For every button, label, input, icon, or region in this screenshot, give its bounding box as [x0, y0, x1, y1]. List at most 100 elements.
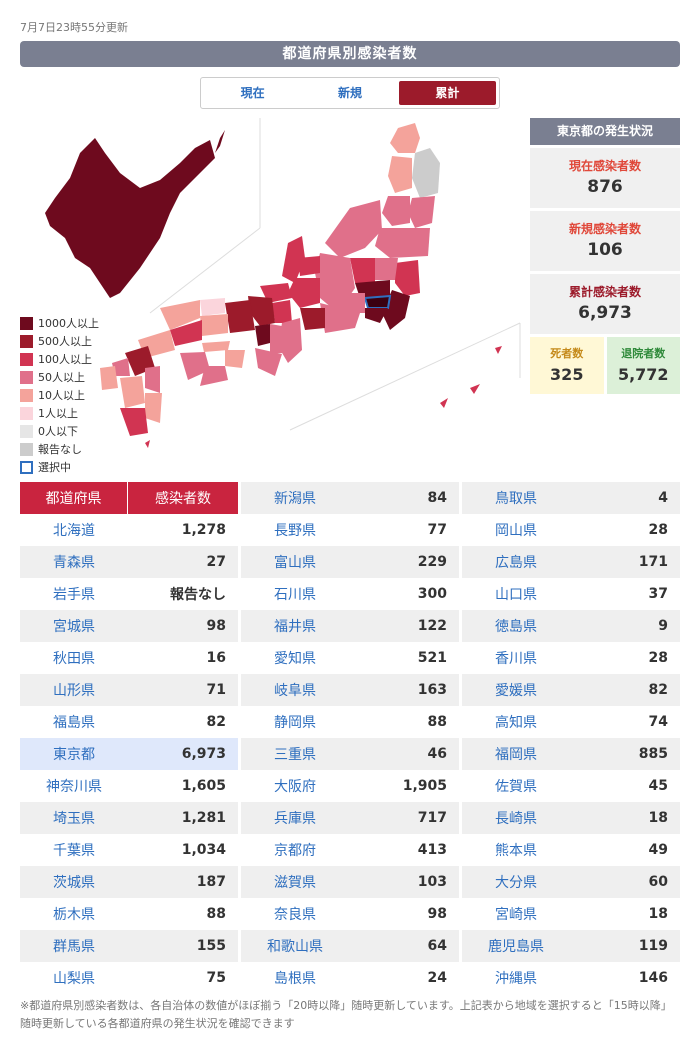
prefecture-link[interactable]: 滋賀県: [241, 866, 349, 898]
table-row: 青森県 27 富山県 229 広島県 171: [20, 546, 680, 578]
prefecture-link[interactable]: 青森県: [20, 546, 128, 578]
table-cell-group: 岐阜県 163: [241, 674, 459, 706]
map-miyazaki[interactable]: [145, 393, 162, 423]
map-aomori[interactable]: [390, 123, 420, 153]
map-kanagawa[interactable]: [365, 308, 388, 323]
map-gifu[interactable]: [288, 278, 320, 308]
map-okayama[interactable]: [200, 314, 228, 336]
table-cell-group: 東京都 6,973: [20, 738, 238, 770]
map-tokushima[interactable]: [225, 350, 245, 368]
prefecture-link[interactable]: 熊本県: [495, 843, 537, 859]
prefecture-link[interactable]: 鳥取県: [462, 482, 570, 514]
prefecture-link[interactable]: 福島県: [53, 715, 95, 731]
prefecture-link[interactable]: 徳島県: [462, 610, 570, 642]
tab-cumulative[interactable]: 累計: [398, 81, 496, 105]
prefecture-link[interactable]: 三重県: [241, 738, 349, 770]
map-ishikawa[interactable]: [282, 236, 305, 283]
prefecture-link[interactable]: 高知県: [495, 715, 537, 731]
prefecture-link[interactable]: 埼玉県: [20, 802, 128, 834]
prefecture-link[interactable]: 和歌山県: [241, 930, 349, 962]
prefecture-link[interactable]: 静岡県: [274, 715, 316, 731]
map-shizuoka[interactable]: [320, 303, 360, 333]
prefecture-link[interactable]: 富山県: [241, 546, 349, 578]
prefecture-link[interactable]: 大阪府: [274, 779, 316, 795]
prefecture-link[interactable]: 奈良県: [274, 907, 316, 923]
prefecture-link[interactable]: 東京都: [20, 738, 128, 770]
map-aichi[interactable]: [300, 308, 325, 330]
prefecture-link[interactable]: 愛媛県: [462, 674, 570, 706]
map-gunma[interactable]: [350, 258, 375, 283]
prefecture-link[interactable]: 長野県: [274, 523, 316, 539]
case-count: 122: [349, 610, 459, 642]
prefecture-link[interactable]: 兵庫県: [241, 802, 349, 834]
prefecture-link[interactable]: 佐賀県: [495, 779, 537, 795]
map-hokkaido[interactable]: [45, 138, 215, 298]
legend-item: 1000人以上: [20, 314, 99, 332]
prefecture-link[interactable]: 岡山県: [495, 523, 537, 539]
map-nagasaki[interactable]: [100, 366, 118, 390]
prefecture-link[interactable]: 山口県: [495, 587, 537, 603]
prefecture-link[interactable]: 秋田県: [53, 651, 95, 667]
prefecture-link[interactable]: 愛知県: [274, 651, 316, 667]
map-iwate[interactable]: [412, 148, 440, 198]
map-ehime[interactable]: [180, 352, 210, 380]
map-osaka[interactable]: [255, 324, 270, 346]
prefecture-link[interactable]: 島根県: [274, 971, 316, 987]
legend-label: 0人以下: [38, 425, 78, 438]
prefecture-link[interactable]: 千葉県: [53, 843, 95, 859]
prefecture-link[interactable]: 茨城県: [20, 866, 128, 898]
map-tokyo[interactable]: [363, 294, 392, 309]
map-saga[interactable]: [112, 358, 130, 376]
tab-new[interactable]: 新規: [337, 86, 362, 100]
prefecture-link[interactable]: 京都府: [274, 843, 316, 859]
japan-map[interactable]: [20, 118, 525, 478]
map-fukushima[interactable]: [375, 228, 430, 258]
map-oita[interactable]: [145, 366, 160, 393]
tab-current[interactable]: 現在: [240, 86, 265, 100]
map-mie[interactable]: [278, 318, 302, 363]
prefecture-link[interactable]: 大分県: [462, 866, 570, 898]
prefecture-link[interactable]: 栃木県: [53, 907, 95, 923]
case-count: 155: [128, 930, 238, 962]
map-kagawa[interactable]: [202, 341, 230, 352]
prefecture-link[interactable]: 山形県: [20, 674, 128, 706]
prefecture-link[interactable]: 沖縄県: [495, 971, 537, 987]
map-hiroshima[interactable]: [170, 320, 202, 346]
map-ibaraki[interactable]: [395, 260, 420, 296]
map-okinawa[interactable]: [440, 346, 502, 408]
map-akita[interactable]: [388, 156, 412, 193]
prefecture-link[interactable]: 神奈川県: [46, 779, 102, 795]
map-nagano[interactable]: [315, 253, 355, 313]
map-kagoshima[interactable]: [120, 408, 148, 436]
prefecture-link[interactable]: 山梨県: [53, 971, 95, 987]
prefecture-link[interactable]: 石川県: [274, 587, 316, 603]
map-yamagata[interactable]: [382, 196, 410, 226]
prefecture-link[interactable]: 香川県: [495, 651, 537, 667]
map-miyagi[interactable]: [408, 196, 435, 228]
map-hyogo[interactable]: [225, 300, 255, 333]
map-wakayama[interactable]: [255, 348, 282, 376]
prefecture-link[interactable]: 長崎県: [462, 802, 570, 834]
map-kochi[interactable]: [200, 366, 228, 386]
prefecture-link[interactable]: 北海道: [53, 523, 95, 539]
prefecture-link[interactable]: 福井県: [241, 610, 349, 642]
map-kumamoto[interactable]: [120, 376, 145, 408]
map-tottori[interactable]: [200, 298, 225, 316]
map-tochigi[interactable]: [375, 258, 398, 280]
prefecture-link[interactable]: 鹿児島県: [462, 930, 570, 962]
map-shimane[interactable]: [160, 300, 200, 330]
map-nara[interactable]: [270, 324, 282, 353]
map-kyoto[interactable]: [248, 296, 275, 326]
prefecture-link[interactable]: 宮崎県: [495, 907, 537, 923]
table-cell-group: 新潟県 84: [241, 482, 459, 514]
map-niigata[interactable]: [325, 200, 382, 258]
prefecture-link[interactable]: 新潟県: [241, 482, 349, 514]
prefecture-link[interactable]: 岩手県: [53, 587, 95, 603]
map-shiga[interactable]: [272, 300, 292, 323]
case-count: 84: [349, 482, 459, 514]
prefecture-link[interactable]: 群馬県: [20, 930, 128, 962]
prefecture-link[interactable]: 福岡県: [462, 738, 570, 770]
prefecture-link[interactable]: 広島県: [462, 546, 570, 578]
prefecture-link[interactable]: 宮城県: [20, 610, 128, 642]
prefecture-link[interactable]: 岐阜県: [241, 674, 349, 706]
